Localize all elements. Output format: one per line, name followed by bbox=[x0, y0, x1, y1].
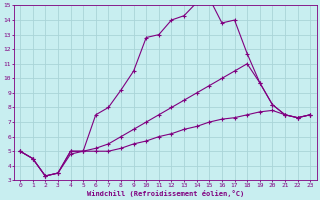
X-axis label: Windchill (Refroidissement éolien,°C): Windchill (Refroidissement éolien,°C) bbox=[86, 190, 244, 197]
